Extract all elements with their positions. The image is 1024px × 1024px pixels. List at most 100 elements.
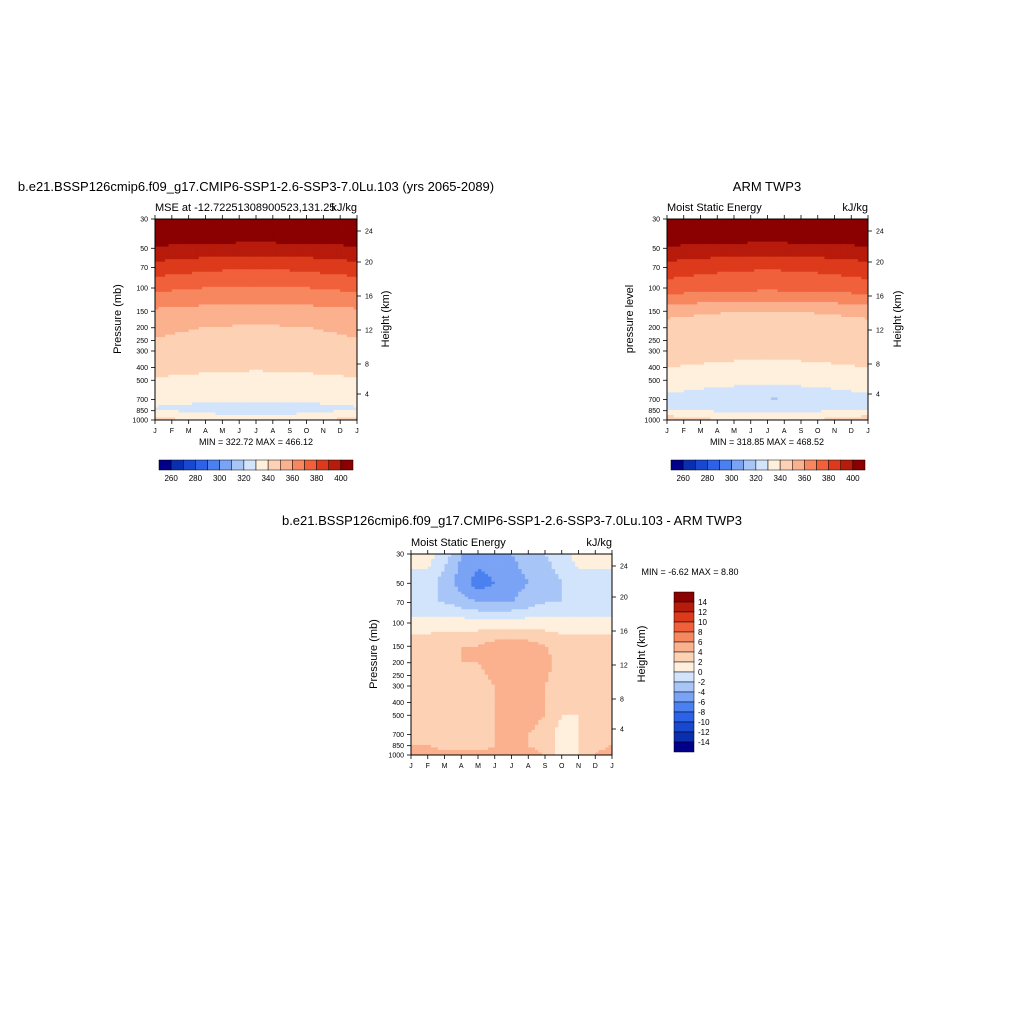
- panel1-cell: [296, 382, 301, 386]
- panel1-cell: [232, 377, 237, 381]
- panel1-cell: [319, 251, 324, 255]
- panel1-cell: [350, 347, 355, 351]
- panel1-cell: [225, 281, 230, 285]
- panel1-cell: [225, 404, 230, 408]
- panel1-cell: [235, 379, 240, 383]
- panel1-cell: [303, 239, 307, 243]
- panel1-cell: [340, 359, 344, 363]
- panel1-cell: [161, 369, 166, 373]
- panel1-cell: [262, 239, 267, 243]
- panel1-cell: [313, 337, 317, 340]
- panel1-cell: [309, 256, 314, 260]
- panel1-cell: [336, 249, 341, 253]
- panel1-cell: [286, 384, 291, 388]
- panel2-cell: [861, 219, 866, 222]
- panel1-cell: [235, 364, 240, 368]
- panel1-cell: [202, 244, 206, 248]
- panel1-cell: [296, 399, 301, 403]
- panel1-cell: [256, 384, 260, 388]
- panel1-cell: [259, 239, 264, 243]
- panel1-cell: [215, 384, 220, 388]
- panel1-cell: [276, 234, 280, 237]
- panel1-cell: [155, 229, 159, 232]
- panel1-cell: [188, 359, 193, 363]
- panel1-ylabel: Pressure (mb): [112, 284, 124, 354]
- panel1-cell: [192, 394, 196, 398]
- panel1-cell: [222, 221, 227, 225]
- panel1-cell: [319, 234, 324, 237]
- panel1-cell: [330, 254, 334, 258]
- panel1-cell: [181, 266, 186, 270]
- panel1-cell: [353, 296, 358, 300]
- panel1-cell: [323, 369, 328, 373]
- panel1-cell: [299, 402, 304, 406]
- panel1-cell: [229, 339, 233, 343]
- panel1-cell: [181, 367, 186, 371]
- panel1-cell: [326, 256, 331, 260]
- panel1-cell: [188, 347, 193, 351]
- panel1-cell: [155, 319, 159, 323]
- panel1-cell: [232, 337, 237, 340]
- panel1-cell: [185, 394, 190, 398]
- panel1-cell: [316, 412, 321, 416]
- panel1-cell: [192, 374, 196, 378]
- panel1-cell: [323, 382, 328, 386]
- panel1-cell: [316, 294, 321, 298]
- panel1-cell: [188, 304, 193, 308]
- panel1-cell: [249, 377, 254, 381]
- panel1-cell: [158, 349, 163, 353]
- panel1-cell: [343, 352, 348, 356]
- panel1-cell: [192, 244, 196, 248]
- panel1-cell: [266, 241, 270, 245]
- panel1-cell: [353, 394, 358, 398]
- panel1-cell: [185, 286, 190, 290]
- panel1-cell: [225, 347, 230, 351]
- panel1-cell: [269, 256, 274, 260]
- panel1-cell: [185, 231, 190, 235]
- panel1-cell: [198, 271, 203, 275]
- panel1-cell: [208, 352, 213, 356]
- panel1-cell: [208, 251, 213, 255]
- panel1-cell: [155, 409, 159, 413]
- panel1-cell: [333, 304, 338, 308]
- panel1-cell: [336, 286, 341, 290]
- panel1-cell: [245, 304, 250, 308]
- panel1-cell: [262, 404, 267, 408]
- panel1-cell: [306, 322, 311, 325]
- panel1-cell: [225, 294, 230, 298]
- panel1-cell: [269, 236, 274, 240]
- panel1-cell: [202, 294, 206, 298]
- panel1-cell: [188, 382, 193, 386]
- panel1-cell: [192, 344, 196, 348]
- panel1-cell: [222, 271, 227, 275]
- panel1-cell: [249, 301, 254, 305]
- panel1-cell: [239, 412, 243, 416]
- panel1-cell: [185, 236, 190, 240]
- panel1-cell: [245, 324, 250, 328]
- panel1-cell: [313, 377, 317, 381]
- panel1-cell: [319, 377, 324, 381]
- panel1-cell: [212, 354, 216, 358]
- panel1-cell: [229, 226, 233, 230]
- panel1-cell: [279, 289, 284, 293]
- panel1-cell: [303, 327, 307, 330]
- panel1-cell: [330, 354, 334, 358]
- panel1-cell: [316, 246, 321, 250]
- panel1-cell: [249, 397, 254, 401]
- panel1-cell: [316, 399, 321, 403]
- panel1-cell: [165, 399, 169, 403]
- panel1-cell: [212, 402, 216, 406]
- panel1-cell: [202, 224, 206, 227]
- panel1-cell: [256, 231, 260, 235]
- panel1-cell: [242, 412, 247, 416]
- panel1-cell: [205, 314, 210, 318]
- panel1-cell: [229, 337, 233, 340]
- panel1-cell: [168, 409, 173, 413]
- panel1-cell: [229, 387, 233, 391]
- panel1-cell: [242, 334, 247, 338]
- panel1-cell: [235, 349, 240, 353]
- panel1-cell: [256, 276, 260, 280]
- panel1-cell: [232, 264, 237, 268]
- panel1-cell: [350, 286, 355, 290]
- panel1-cell: [276, 412, 280, 416]
